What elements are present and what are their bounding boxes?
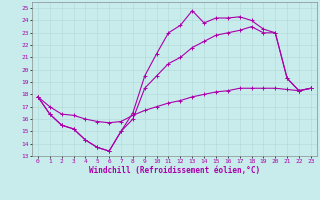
X-axis label: Windchill (Refroidissement éolien,°C): Windchill (Refroidissement éolien,°C) [89, 166, 260, 175]
